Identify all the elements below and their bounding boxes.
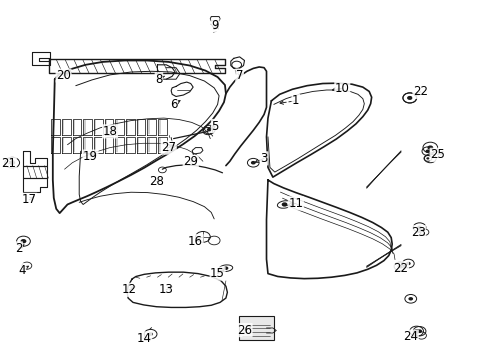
Text: 7: 7 (235, 69, 243, 82)
Text: 24: 24 (403, 330, 417, 343)
Circle shape (206, 128, 211, 131)
Circle shape (426, 157, 428, 159)
Text: 23: 23 (410, 226, 425, 239)
Text: 19: 19 (83, 150, 98, 163)
Text: 5: 5 (211, 120, 219, 132)
Text: 16: 16 (188, 235, 203, 248)
Text: 21: 21 (1, 157, 16, 170)
Text: 2: 2 (15, 242, 22, 255)
Circle shape (9, 161, 15, 165)
Circle shape (405, 262, 410, 265)
Circle shape (20, 239, 26, 243)
FancyBboxPatch shape (238, 316, 273, 340)
Text: 14: 14 (137, 332, 151, 345)
Circle shape (416, 226, 421, 229)
Circle shape (281, 202, 287, 207)
Circle shape (427, 145, 432, 150)
Text: 3: 3 (260, 152, 267, 165)
Text: 13: 13 (159, 283, 173, 296)
Text: 22: 22 (412, 85, 427, 98)
Circle shape (413, 329, 419, 333)
Circle shape (416, 329, 421, 333)
Text: 27: 27 (161, 141, 176, 154)
Circle shape (406, 96, 412, 100)
Text: 28: 28 (149, 175, 163, 188)
Text: 10: 10 (334, 82, 349, 95)
Text: 20: 20 (56, 69, 71, 82)
Text: 15: 15 (210, 267, 224, 280)
Circle shape (148, 332, 153, 336)
Text: 29: 29 (183, 156, 198, 168)
Text: 12: 12 (122, 283, 137, 296)
Circle shape (407, 297, 412, 301)
Text: 22: 22 (393, 262, 407, 275)
Text: 11: 11 (288, 197, 303, 210)
Text: 18: 18 (102, 125, 117, 138)
Circle shape (397, 265, 402, 268)
Text: 8: 8 (155, 73, 163, 86)
Circle shape (425, 149, 429, 153)
Text: 6: 6 (169, 98, 177, 111)
Text: 17: 17 (22, 193, 37, 206)
Circle shape (223, 266, 228, 270)
Text: 9: 9 (211, 19, 219, 32)
Text: 4: 4 (18, 264, 26, 276)
Circle shape (250, 161, 255, 165)
Text: 1: 1 (291, 94, 299, 107)
Text: 25: 25 (429, 148, 444, 161)
Text: 26: 26 (237, 324, 251, 337)
